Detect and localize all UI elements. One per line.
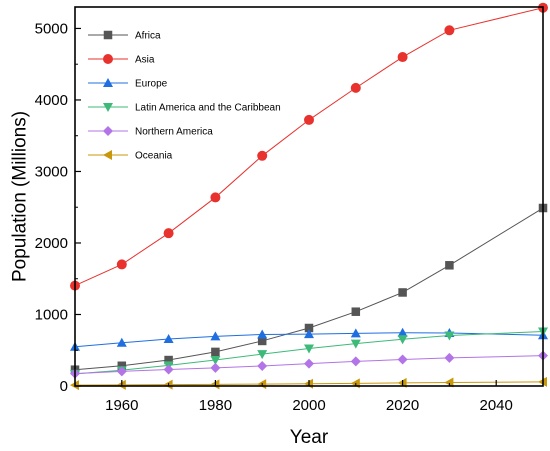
data-point — [257, 150, 268, 161]
data-point — [304, 344, 314, 354]
y-tick-label: 5000 — [35, 20, 68, 37]
data-point — [444, 331, 455, 341]
data-point — [350, 339, 361, 349]
y-tick-label: 2000 — [35, 235, 68, 252]
x-tick-label: 2040 — [480, 397, 513, 414]
legend-item: Asia — [88, 54, 155, 66]
series-line — [74, 7, 544, 287]
data-point — [444, 25, 455, 36]
data-point — [304, 114, 314, 125]
data-point — [351, 307, 361, 316]
legend-label: Latin America and the Caribbean — [135, 103, 281, 114]
legend-marker — [103, 150, 112, 160]
data-point — [163, 228, 174, 239]
data-point — [444, 377, 454, 388]
legend-label: Oceania — [135, 151, 173, 162]
data-point — [116, 337, 127, 347]
series-line — [74, 331, 544, 375]
data-point — [116, 259, 127, 270]
data-point — [350, 328, 361, 338]
data-point — [257, 360, 268, 371]
legend-marker — [103, 78, 113, 87]
legend-label: Asia — [135, 55, 155, 66]
legend-label: Europe — [135, 79, 168, 90]
y-tick-label: 1000 — [35, 306, 68, 323]
y-tick-label: 4000 — [35, 92, 68, 109]
data-point — [211, 347, 220, 357]
legend-item: Northern America — [88, 126, 213, 138]
y-axis-title: Population (Millions) — [10, 111, 31, 282]
series-3 — [70, 327, 548, 379]
legend-item: Europe — [88, 78, 168, 90]
legend-item: Africa — [88, 31, 161, 42]
x-axis-title: Year — [290, 427, 329, 448]
legend-item: Latin America and the Caribbean — [88, 103, 281, 114]
data-point — [304, 329, 314, 339]
series-line — [74, 332, 544, 348]
data-point — [210, 331, 221, 341]
series-1 — [70, 2, 548, 291]
legend-label: Northern America — [135, 127, 213, 138]
data-point — [163, 364, 174, 375]
legend-marker — [103, 126, 113, 136]
data-point — [397, 327, 408, 337]
x-tick-label: 1960 — [105, 397, 138, 414]
data-point — [397, 335, 408, 345]
y-tick-label: 3000 — [35, 163, 68, 180]
data-point — [397, 354, 408, 365]
data-point — [350, 82, 361, 93]
legend-item: Oceania — [88, 150, 173, 162]
series-4 — [70, 350, 548, 379]
x-tick-label: 1980 — [199, 397, 232, 414]
x-tick-label: 2000 — [292, 397, 325, 414]
data-point — [164, 355, 173, 365]
data-point — [257, 350, 268, 360]
legend-marker — [103, 103, 113, 112]
data-point — [304, 323, 314, 333]
series-line — [74, 381, 544, 386]
data-point — [257, 329, 268, 339]
data-point — [398, 288, 407, 297]
data-point — [350, 356, 361, 367]
legend: Africa Asia Europe Latin America and the Ca… — [88, 31, 281, 162]
data-point — [304, 358, 314, 369]
data-point — [210, 355, 221, 365]
data-point — [397, 52, 408, 63]
legend-label: Africa — [135, 31, 161, 42]
data-point — [445, 261, 454, 270]
data-point — [210, 192, 221, 203]
data-point — [444, 352, 455, 363]
data-point — [117, 361, 127, 371]
legend-marker — [103, 54, 113, 64]
legend-marker — [103, 30, 113, 40]
data-point — [163, 334, 174, 344]
data-point — [116, 366, 127, 377]
data-point — [257, 336, 267, 346]
x-tick-label: 2020 — [386, 397, 419, 414]
y-tick-label: 0 — [60, 378, 68, 395]
series-line — [74, 355, 544, 375]
data-point — [210, 362, 221, 373]
tick-layer: 1960 1980 2000 2020 2040 0 1000 2000 3000 4000 500… — [35, 20, 544, 414]
